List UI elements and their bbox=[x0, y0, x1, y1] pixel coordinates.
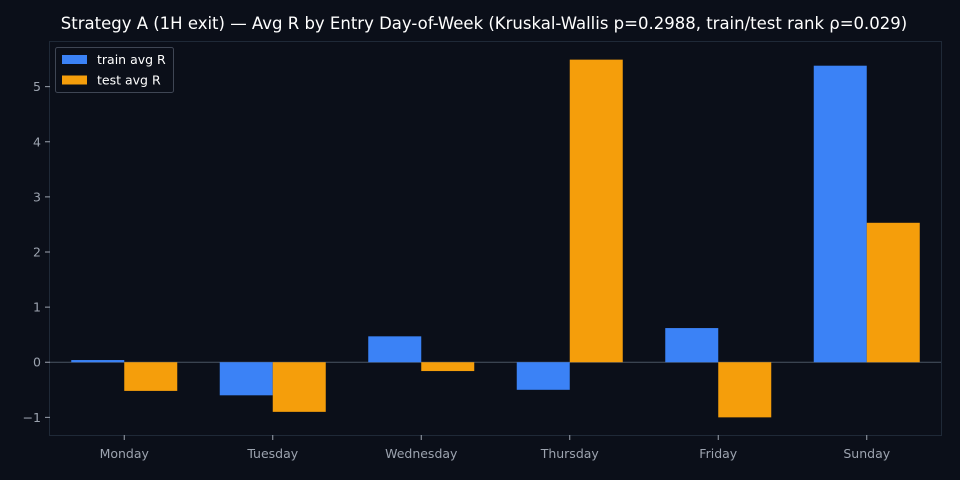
y-tick-label: 1 bbox=[33, 300, 41, 315]
bar-train-monday bbox=[71, 360, 125, 363]
bar-train-friday bbox=[665, 328, 719, 363]
legend-swatch-test bbox=[62, 75, 87, 85]
plot-area-frame bbox=[49, 41, 942, 436]
x-tick-label-thursday: Thursday bbox=[540, 446, 600, 461]
y-tick-label: 5 bbox=[33, 79, 41, 94]
y-tick-label: 2 bbox=[33, 245, 41, 260]
y-tick-label: 4 bbox=[33, 134, 41, 149]
bar-test-tuesday bbox=[272, 362, 326, 412]
x-tick-label-monday: Monday bbox=[100, 446, 150, 461]
bar-train-sunday bbox=[813, 65, 867, 363]
bar-test-friday bbox=[718, 362, 772, 418]
x-tick-label-wednesday: Wednesday bbox=[385, 446, 458, 461]
bar-test-sunday bbox=[866, 222, 920, 363]
bars-group bbox=[71, 59, 920, 418]
bar-train-tuesday bbox=[219, 362, 273, 396]
bar-test-monday bbox=[124, 362, 178, 391]
bar-train-wednesday bbox=[368, 336, 422, 363]
x-axis: Monday Tuesday Wednesday Thursday Friday Sund… bbox=[100, 435, 891, 461]
x-tick-label-tuesday: Tuesday bbox=[246, 446, 298, 461]
bar-train-thursday bbox=[516, 362, 570, 390]
chart-title: Strategy A (1H exit) — Avg R by Entry Da… bbox=[60, 14, 908, 33]
legend: train avg R test avg R bbox=[55, 47, 174, 93]
x-tick-label-friday: Friday bbox=[699, 446, 737, 461]
legend-label-train: train avg R bbox=[97, 52, 166, 67]
x-tick-label-sunday: Sunday bbox=[843, 446, 890, 461]
y-tick-label: 0 bbox=[33, 355, 41, 370]
y-axis: −1 0 1 2 3 4 5 bbox=[23, 79, 50, 425]
bar-test-wednesday bbox=[421, 362, 475, 372]
y-tick-label: 3 bbox=[33, 189, 41, 204]
legend-swatch-train bbox=[62, 55, 87, 64]
legend-label-test: test avg R bbox=[97, 73, 161, 88]
bar-test-thursday bbox=[569, 59, 623, 363]
y-tick-label: −1 bbox=[23, 410, 41, 425]
